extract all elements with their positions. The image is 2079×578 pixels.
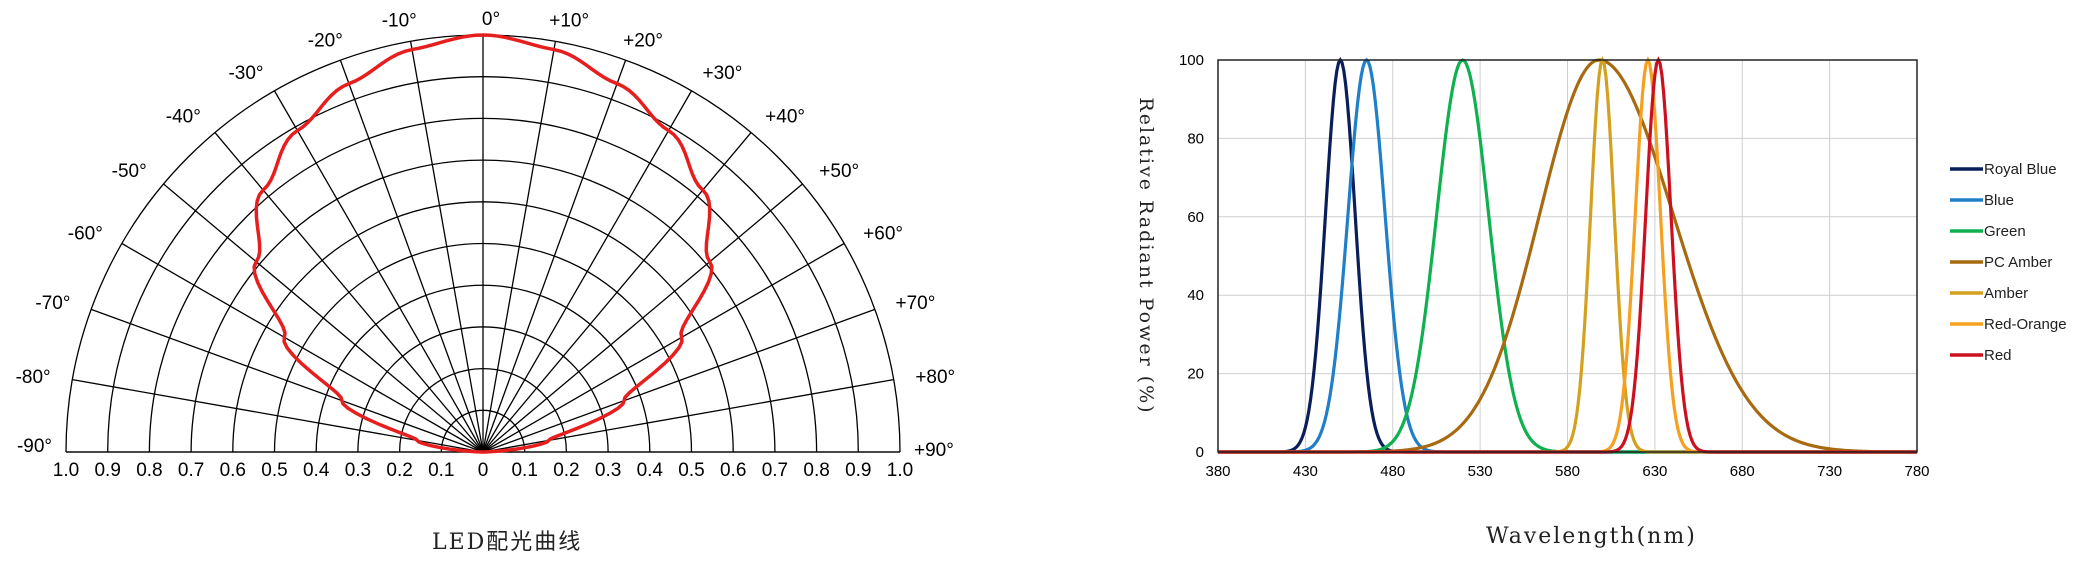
polar-spoke	[482, 183, 803, 453]
radial-tick-label: 0.1	[428, 460, 454, 481]
y-tick-label: 60	[1187, 209, 1204, 226]
angle-label: -70°	[35, 293, 70, 314]
legend-label: Royal Blue	[1984, 161, 2057, 178]
polar-spoke	[482, 132, 752, 453]
radial-tick-label: 0.4	[303, 460, 330, 481]
polar-radial-labels: 1.0 0.9 0.8 0.7 0.6 0.5 0.4 0.3 0.2 0.1 0 0.1 0.2 0.3…	[53, 460, 913, 481]
angle-label: -10°	[382, 11, 417, 32]
angle-label: -30°	[228, 63, 263, 84]
angle-label: +20°	[623, 30, 663, 51]
polar-spoke	[121, 242, 484, 453]
y-tick-label: 0	[1196, 444, 1204, 461]
polar-spoke	[273, 90, 484, 453]
polar-angle-labels: -90° -80° -70° -60° -50° -40° -30° -20° -10° 0° +1…	[16, 9, 956, 461]
radial-tick-label: 0.2	[386, 460, 412, 481]
radial-tick-label: 0.2	[553, 460, 579, 481]
x-tick-label: 580	[1555, 463, 1580, 480]
angle-label: +90°	[914, 440, 954, 461]
radial-tick-label: 0.4	[637, 460, 664, 481]
radial-tick-label: 1.0	[887, 460, 913, 481]
angle-label: +70°	[896, 293, 936, 314]
polar-grid	[65, 34, 901, 453]
angle-label: +50°	[819, 161, 859, 182]
radial-tick-label: 1.0	[53, 460, 79, 481]
polar-chart: -90° -80° -70° -60° -50° -40° -30° -20° -10° 0° +1…	[16, 9, 956, 481]
radial-tick-label: 0.5	[678, 460, 704, 481]
radial-tick-label: 0.1	[511, 460, 537, 481]
legend-label: Red-Orange	[1984, 316, 2067, 333]
x-tick-label: 630	[1642, 463, 1667, 480]
legend-label: PC Amber	[1984, 254, 2052, 271]
radial-tick-label: 0	[478, 460, 489, 481]
y-tick-label: 100	[1179, 52, 1204, 69]
angle-label: -40°	[166, 107, 201, 128]
radial-tick-label: 0.3	[595, 460, 621, 481]
y-axis-label-text: Relative Radiant Power (%)	[1135, 97, 1157, 414]
x-axis-label: Wavelength(nm)	[1486, 524, 1697, 549]
polar-spoke	[482, 41, 557, 453]
polar-spoke	[339, 59, 484, 453]
spectrum-chart: 380 430 480 530 580 630 680 730 780 0 20 40 60 80 100…	[1135, 52, 2067, 480]
y-axis-label: Relative Radiant Power (%)	[1135, 97, 1157, 414]
radial-tick-label: 0.5	[261, 460, 287, 481]
plot-frame	[1217, 59, 1918, 453]
x-tick-labels: 380 430 480 530 580 630 680 730 780	[1205, 463, 1929, 480]
polar-caption: LED配光曲线	[432, 530, 583, 555]
legend-label: Amber	[1984, 285, 2028, 302]
radial-tick-label: 0.8	[136, 460, 162, 481]
polar-spoke	[482, 59, 627, 453]
y-tick-label: 80	[1187, 130, 1204, 147]
x-tick-label: 480	[1380, 463, 1405, 480]
x-tick-label: 430	[1293, 463, 1318, 480]
angle-label: -90°	[17, 436, 52, 457]
x-tick-label: 780	[1904, 463, 1929, 480]
radial-tick-label: 0.8	[803, 460, 829, 481]
angle-label: +80°	[915, 367, 955, 388]
angle-label: +60°	[863, 224, 903, 245]
polar-spoke	[163, 183, 484, 453]
angle-label: 0°	[482, 9, 500, 30]
y-tick-label: 20	[1187, 366, 1204, 383]
angle-label: -60°	[68, 224, 103, 245]
radial-tick-label: 0.3	[345, 460, 371, 481]
polar-spoke	[482, 308, 876, 453]
legend-label: Red	[1984, 347, 2012, 364]
polar-spoke	[214, 132, 484, 453]
polar-spoke	[409, 41, 484, 453]
angle-label: +40°	[765, 107, 805, 128]
x-tick-label: 680	[1730, 463, 1755, 480]
radial-tick-label: 0.9	[94, 460, 120, 481]
legend-label: Green	[1984, 223, 2026, 240]
angle-label: -80°	[16, 367, 51, 388]
legend: Royal Blue Blue Green PC Amber Amber Red-Oran…	[1950, 161, 2067, 364]
angle-label: -20°	[308, 30, 343, 51]
polar-spoke	[90, 308, 484, 453]
legend-label: Blue	[1984, 192, 2014, 209]
polar-spoke	[482, 242, 845, 453]
radial-tick-label: 0.6	[220, 460, 246, 481]
angle-label: +30°	[703, 63, 743, 84]
polar-spoke	[482, 90, 693, 453]
angle-label: +10°	[549, 11, 589, 32]
x-tick-label: 730	[1817, 463, 1842, 480]
x-tick-label: 380	[1205, 463, 1230, 480]
radial-tick-label: 0.9	[845, 460, 871, 481]
radial-tick-label: 0.7	[178, 460, 204, 481]
y-tick-labels: 0 20 40 60 80 100	[1179, 52, 1204, 461]
radial-tick-label: 0.7	[762, 460, 788, 481]
y-tick-label: 40	[1187, 287, 1204, 304]
x-tick-label: 530	[1468, 463, 1493, 480]
radial-tick-label: 0.6	[720, 460, 746, 481]
polar-intensity-curve	[252, 33, 714, 454]
angle-label: -50°	[112, 161, 147, 182]
